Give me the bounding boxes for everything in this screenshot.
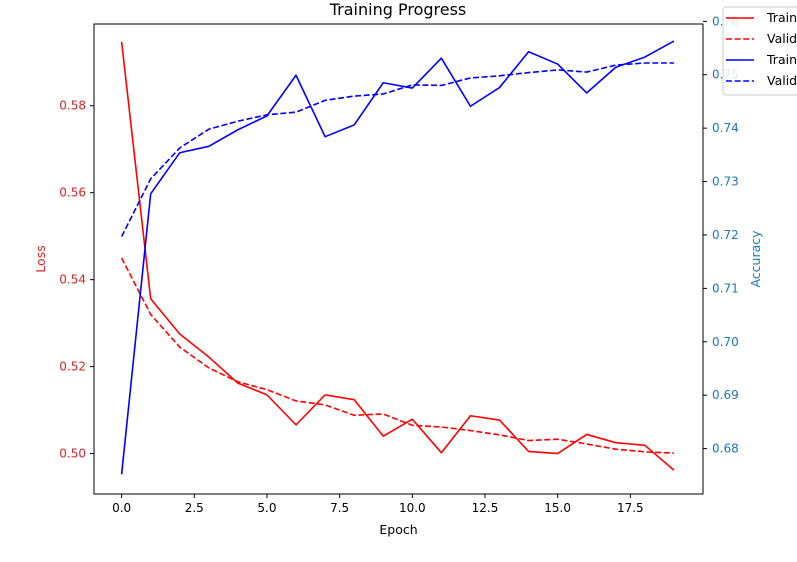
legend-label: Validation Accuracy xyxy=(767,73,797,88)
legend: Training Loss Validation Loss Training Acc… xyxy=(722,6,797,96)
right-tick-label: 0.74 xyxy=(712,121,739,135)
series-line-validation-loss xyxy=(120,257,674,454)
plot-frame xyxy=(93,23,704,495)
x-tick-label: 0.0 xyxy=(112,501,131,515)
legend-label: Validation Loss xyxy=(767,31,797,46)
x-tick-label: 7.5 xyxy=(330,501,349,515)
left-tick-label: 0.50 xyxy=(59,447,86,461)
x-tick-label: 17.5 xyxy=(617,501,644,515)
legend-label: Training Loss xyxy=(766,10,797,25)
series-line-training-accuracy xyxy=(120,40,675,475)
series-line-validation-accuracy xyxy=(120,62,674,237)
legend-box xyxy=(722,6,797,96)
right-tick-label: 0.68 xyxy=(712,442,739,456)
x-tick-label: 15.0 xyxy=(544,501,571,515)
legend-label: Training Accuracy xyxy=(766,52,797,67)
right-tick-label: 0.72 xyxy=(712,228,739,242)
right-axis-label: Accuracy xyxy=(748,230,763,288)
left-tick-label: 0.52 xyxy=(59,360,86,374)
left-axis-ticks: 0.50 0.52 0.54 0.56 0.58 xyxy=(59,99,94,461)
right-tick-label: 0.69 xyxy=(712,388,739,402)
x-tick-label: 10.0 xyxy=(399,501,426,515)
left-tick-label: 0.58 xyxy=(59,99,86,113)
x-tick-label: 2.5 xyxy=(185,501,204,515)
left-tick-label: 0.54 xyxy=(59,273,86,287)
right-tick-label: 0.73 xyxy=(712,175,739,189)
left-axis-label: Loss xyxy=(33,245,48,272)
right-tick-label: 0.70 xyxy=(712,335,739,349)
right-tick-label: 0.71 xyxy=(712,281,739,295)
left-tick-label: 0.56 xyxy=(59,186,86,200)
x-tick-label: 12.5 xyxy=(472,501,499,515)
x-axis-ticks: 0.0 2.5 5.0 7.5 10.0 12.5 15.0 17.5 xyxy=(112,494,644,515)
series-line-training-loss xyxy=(120,41,675,471)
x-axis-label: Epoch xyxy=(379,522,417,537)
chart-title: Training Progress xyxy=(329,0,467,19)
x-tick-label: 5.0 xyxy=(257,501,276,515)
series-layer xyxy=(120,40,675,475)
